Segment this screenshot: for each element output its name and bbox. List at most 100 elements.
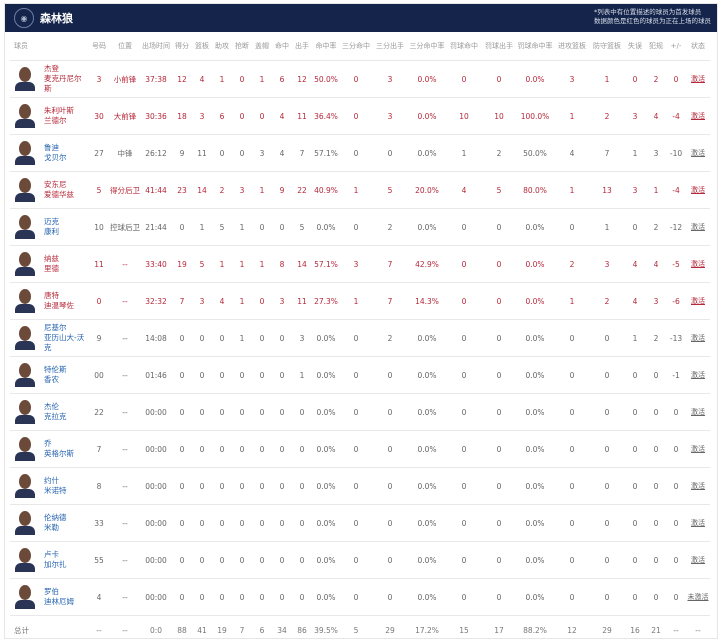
player-name-link[interactable]: 杰伦克拉克	[44, 402, 67, 422]
stat-cell: 0.0%	[408, 394, 446, 431]
stat-cell: 0	[272, 505, 292, 542]
player-name-link[interactable]: 纳兹里德	[44, 254, 59, 274]
stat-cell: 0	[212, 357, 232, 394]
total-cell: 16	[624, 616, 646, 644]
player-name-link[interactable]: 迈克康利	[44, 217, 59, 237]
stat-cell: -6	[666, 283, 686, 320]
status-link[interactable]: 激活	[686, 320, 710, 357]
column-header: 助攻	[212, 32, 232, 61]
stat-cell: 30:36	[140, 98, 172, 135]
status-link[interactable]: 激活	[686, 431, 710, 468]
stat-cell: 1	[292, 357, 312, 394]
stat-cell: 0	[590, 320, 624, 357]
stat-cell: 0	[666, 431, 686, 468]
stat-cell: 0	[212, 394, 232, 431]
stat-cell: 0	[292, 542, 312, 579]
stat-cell: 0	[590, 505, 624, 542]
stat-cell: 0	[340, 468, 372, 505]
status-link[interactable]: 激活	[686, 394, 710, 431]
stat-cell: 0	[272, 394, 292, 431]
stat-cell: 0.0%	[312, 505, 340, 542]
status-link[interactable]: 激活	[686, 172, 710, 209]
column-header: 球员	[10, 32, 88, 61]
player-name-link[interactable]: 朱利叶斯兰德尔	[44, 106, 74, 126]
stat-cell: 3	[252, 135, 272, 172]
stat-cell: 0	[446, 468, 482, 505]
stat-cell: 4	[624, 283, 646, 320]
stat-cell: 0	[232, 505, 252, 542]
stat-cell: 32:32	[140, 283, 172, 320]
column-header: 罚球命中	[446, 32, 482, 61]
stat-cell: 1	[252, 172, 272, 209]
column-header: 三分命中率	[408, 32, 446, 61]
stat-cell: 00:00	[140, 542, 172, 579]
stat-cell: 0	[666, 542, 686, 579]
status-link[interactable]: 激活	[686, 98, 710, 135]
stat-cell: 0	[252, 468, 272, 505]
stat-cell: 0	[232, 135, 252, 172]
stat-cell: 0	[232, 431, 252, 468]
status-link[interactable]: 激活	[686, 542, 710, 579]
stat-cell: 0	[624, 209, 646, 246]
stat-cell: 3	[372, 98, 408, 135]
stat-cell: 2	[646, 209, 666, 246]
status-link[interactable]: 未激活	[686, 579, 710, 616]
stat-cell: 0	[192, 357, 212, 394]
stat-cell: 33	[88, 505, 110, 542]
stat-cell: 0	[666, 579, 686, 616]
stat-cell: --	[110, 579, 140, 616]
stat-cell: 8	[88, 468, 110, 505]
column-header: 命中	[272, 32, 292, 61]
status-link[interactable]: 激活	[686, 135, 710, 172]
stat-cell: 00:00	[140, 431, 172, 468]
stat-cell: 42.9%	[408, 246, 446, 283]
status-link[interactable]: 激活	[686, 283, 710, 320]
stat-cell: 0	[172, 394, 192, 431]
stat-cell: 0	[624, 505, 646, 542]
player-avatar	[14, 325, 36, 351]
stat-cell: 6	[212, 98, 232, 135]
player-name-link[interactable]: 伦纳德米勒	[44, 513, 67, 533]
stat-cell: 7	[372, 246, 408, 283]
player-name-link[interactable]: 杰登麦克丹尼尔斯	[44, 64, 88, 94]
player-name-link[interactable]: 卢卡加尔扎	[44, 550, 67, 570]
stat-cell: 10	[446, 98, 482, 135]
stat-cell: 0.0%	[312, 431, 340, 468]
stat-cell: 1	[646, 172, 666, 209]
total-cell: 7	[232, 616, 252, 644]
player-name-link[interactable]: 约什米诺特	[44, 476, 67, 496]
total-cell: --	[88, 616, 110, 644]
status-link[interactable]: 激活	[686, 468, 710, 505]
status-link[interactable]: 激活	[686, 209, 710, 246]
stat-cell: -12	[666, 209, 686, 246]
stat-cell: 得分后卫	[110, 172, 140, 209]
stat-cell: 7	[292, 135, 312, 172]
stat-cell: 0	[172, 357, 192, 394]
stat-cell: 1	[446, 135, 482, 172]
player-name-link[interactable]: 安东尼爱德华兹	[44, 180, 74, 200]
status-link[interactable]: 激活	[686, 505, 710, 542]
column-header: 篮板	[192, 32, 212, 61]
stat-cell: 40.9%	[312, 172, 340, 209]
status-link[interactable]: 激活	[686, 61, 710, 98]
status-link[interactable]: 激活	[686, 357, 710, 394]
player-name-link[interactable]: 特伦斯香农	[44, 365, 67, 385]
stat-cell: 0	[372, 468, 408, 505]
boxscore-panel: ◉ 森林狼 *列表中有位置描述的球员为首发球员 数据颜色是红色的球员为正在上场的…	[4, 3, 718, 639]
stat-cell: 0	[172, 320, 192, 357]
total-cell: 15	[446, 616, 482, 644]
stat-cell: 中锋	[110, 135, 140, 172]
stat-cell: 21:44	[140, 209, 172, 246]
status-link[interactable]: 激活	[686, 246, 710, 283]
player-name-link[interactable]: 唐特迪温琴佐	[44, 291, 74, 311]
stat-cell: 0	[482, 542, 516, 579]
player-name-link[interactable]: 尼基尔亚历山大-沃克	[44, 323, 88, 353]
column-header: 犯规	[646, 32, 666, 61]
stat-cell: 0	[446, 283, 482, 320]
stat-cell: 0	[252, 357, 272, 394]
player-name-link[interactable]: 罗伯迪林厄姆	[44, 587, 74, 607]
player-name-link[interactable]: 乔英格尔斯	[44, 439, 74, 459]
player-name-link[interactable]: 鲁迪戈贝尔	[44, 143, 67, 163]
